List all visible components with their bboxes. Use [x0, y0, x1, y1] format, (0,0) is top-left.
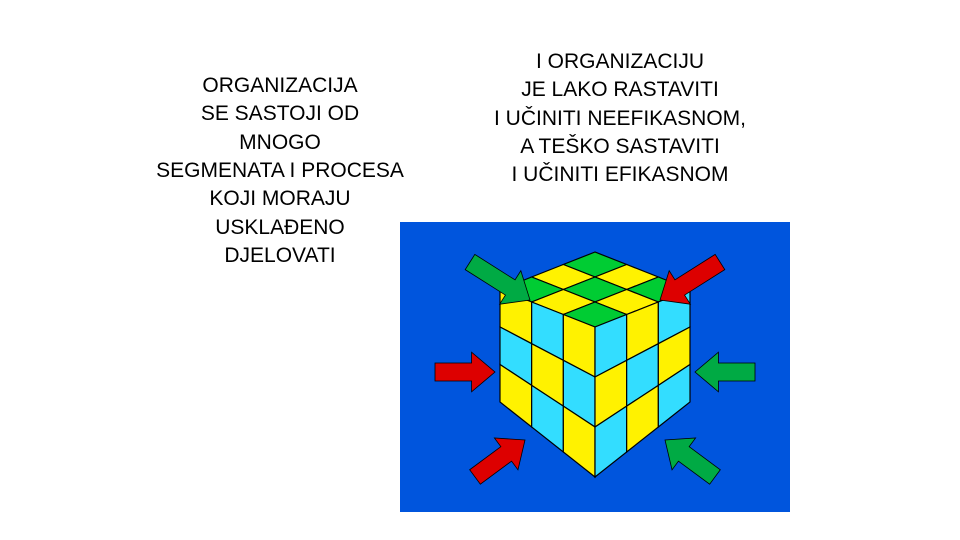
- left-caption: ORGANIZACIJA SE SASTOJI OD MNOGO SEGMENA…: [150, 72, 410, 270]
- arrow-icon: [695, 352, 755, 392]
- arrow-icon: [435, 352, 495, 392]
- arrow-icon: [665, 438, 720, 484]
- cube-figure: [400, 222, 790, 512]
- arrow-layer: [400, 222, 790, 512]
- slide: ORGANIZACIJA SE SASTOJI OD MNOGO SEGMENA…: [0, 0, 960, 540]
- arrow-icon: [470, 438, 525, 484]
- arrow-icon: [465, 254, 530, 304]
- arrow-icon: [660, 254, 725, 304]
- right-caption: I ORGANIZACIJU JE LAKO RASTAVITI I UČINI…: [430, 48, 810, 190]
